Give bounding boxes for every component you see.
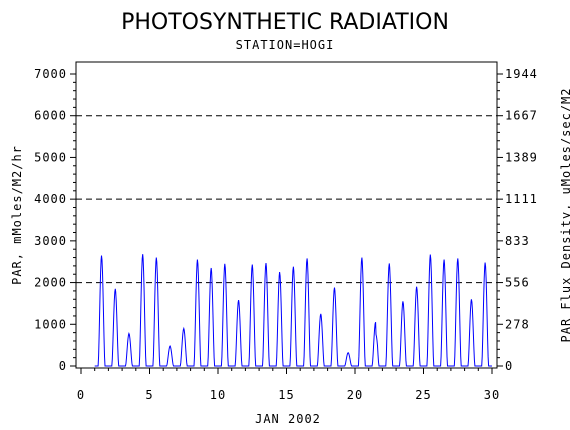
x-tick-label: 5 <box>145 388 153 402</box>
y-tick-label: 4000 <box>34 192 67 206</box>
y2-tick-label: 556 <box>505 276 530 290</box>
x-tick-label: 15 <box>278 388 294 402</box>
y-tick-label: 1000 <box>34 317 67 331</box>
y2-tick-label: 833 <box>505 234 530 248</box>
x-tick-label: 0 <box>77 388 85 402</box>
y-ticks-right: 0 278 556 833 1111 1389 1667 1944 <box>497 67 538 373</box>
y-tick-label: 7000 <box>34 67 67 81</box>
series-line <box>94 254 492 367</box>
gridlines <box>76 115 497 284</box>
x-tick-label: 10 <box>210 388 226 402</box>
x-tick-label: 25 <box>415 388 431 402</box>
y2-tick-label: 278 <box>505 317 530 331</box>
y-tick-label: 3000 <box>34 234 67 248</box>
chart-title: PHOTOSYNTHETIC RADIATION <box>121 10 449 35</box>
y2-tick-label: 1667 <box>505 109 538 123</box>
plot-frame <box>75 61 498 369</box>
chart-subtitle: STATION=HOGI <box>236 38 335 52</box>
y2-tick-label: 1111 <box>505 192 538 206</box>
y-tick-label: 5000 <box>34 150 67 164</box>
y2-tick-label: 1389 <box>505 150 538 164</box>
y-axis-label-left: PAR, mMoles/M2/hr <box>10 145 24 285</box>
x-tick-label: 30 <box>484 388 500 402</box>
series-group <box>94 254 492 367</box>
x-tick-label: 20 <box>347 388 363 402</box>
x-ticks: 0 5 10 15 20 25 30 <box>77 368 500 402</box>
y2-tick-label: 1944 <box>505 67 538 81</box>
x-axis-label: JAN 2002 <box>255 412 321 426</box>
y-tick-label: 2000 <box>34 276 67 290</box>
y-tick-label: 6000 <box>34 109 67 123</box>
y-axis-label-right: PAR Flux Density, uMoles/sec/M2 <box>559 88 570 343</box>
y-ticks-left: 0 1000 2000 3000 4000 5000 6000 7000 <box>34 67 76 373</box>
y-tick-label: 0 <box>59 359 67 373</box>
y2-tick-label: 0 <box>505 359 513 373</box>
